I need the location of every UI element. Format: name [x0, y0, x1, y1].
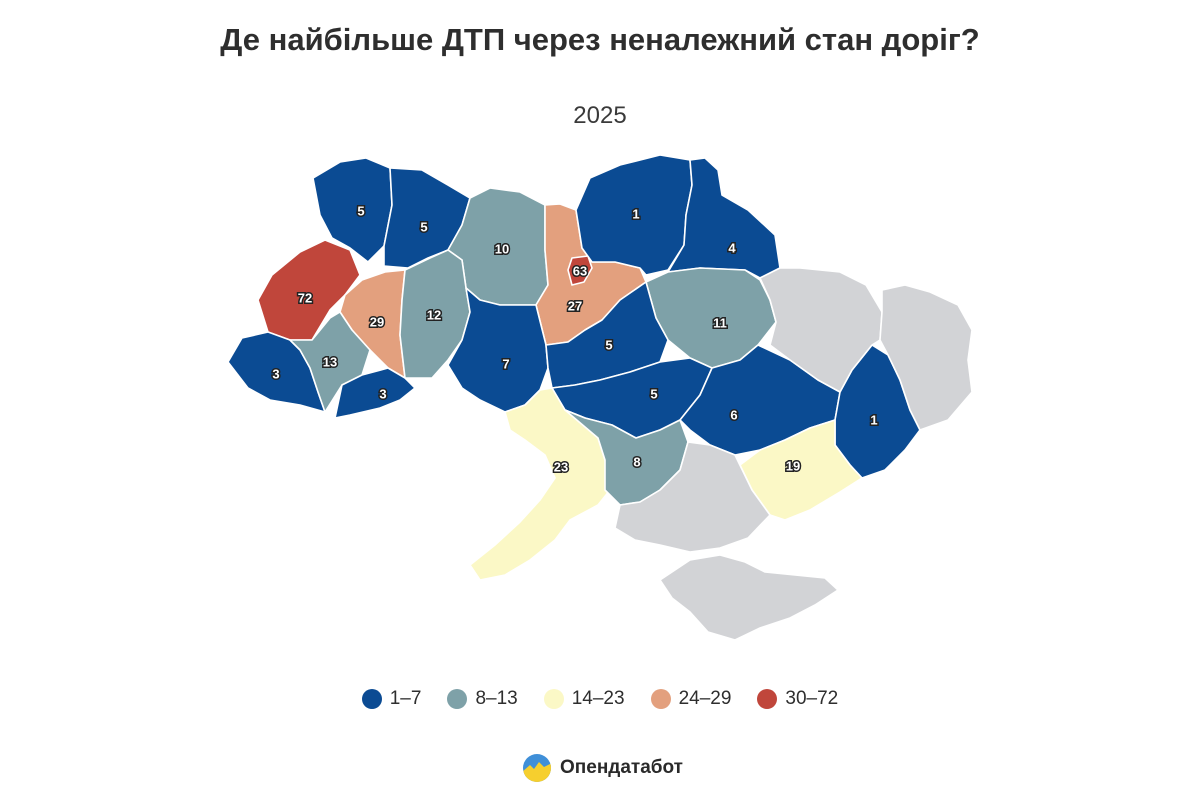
legend-swatch [543, 689, 564, 709]
page-subtitle: 2025 [573, 102, 627, 129]
region-value-label: 7 [502, 357, 509, 372]
legend-swatch [361, 689, 382, 709]
region-value-label: 27 [568, 299, 582, 314]
legend-item: 30–72 [757, 688, 838, 710]
brand-name: Опендатабот [560, 757, 683, 778]
region-value-label: 72 [298, 291, 312, 306]
legend-swatch [757, 689, 778, 709]
region-value-label: 12 [427, 308, 441, 323]
region-value-label: 5 [420, 220, 427, 235]
region-value-label: 8 [633, 455, 640, 470]
region-value-label: 13 [323, 355, 337, 370]
region-kherson[interactable] [614, 441, 771, 553]
region-value-label: 3 [379, 387, 386, 402]
opendatabot-logo-icon [523, 754, 551, 782]
legend-item: 24–29 [650, 688, 732, 710]
region-value-label: 23 [554, 460, 568, 475]
legend-label: 30–72 [785, 688, 839, 709]
region-value-label: 5 [605, 338, 612, 353]
region-odesa[interactable] [469, 387, 611, 581]
region-value-label: 29 [370, 315, 384, 330]
legend-swatch [650, 689, 671, 709]
legend-item: 8–13 [447, 688, 518, 710]
region-value-label: 4 [728, 241, 736, 256]
legend: 1–7 8–13 14–23 24–29 30–72 [0, 688, 1200, 710]
region-value-label: 1 [870, 413, 877, 428]
region-value-label: 11 [713, 316, 727, 331]
legend-item: 1–7 [361, 688, 422, 710]
region-value-label: 1 [632, 207, 639, 222]
legend-label: 8–13 [475, 688, 518, 709]
region-value-label: 63 [573, 264, 587, 279]
legend-item: 14–23 [543, 688, 625, 710]
region-poltava[interactable] [645, 267, 777, 369]
region-value-label: 6 [730, 408, 737, 423]
region-luhansk[interactable] [879, 284, 973, 431]
page-title: Де найбільше ДТП через неналежний стан д… [220, 22, 980, 57]
region-value-label: 10 [495, 242, 509, 257]
legend-swatch [447, 689, 468, 709]
region-value-label: 19 [786, 459, 800, 474]
brand[interactable]: Опендатабот [522, 752, 683, 784]
legend-label: 24–29 [678, 688, 732, 709]
legend-label: 14–23 [571, 688, 625, 709]
legend-label: 1–7 [389, 688, 422, 709]
region-value-label: 5 [650, 387, 657, 402]
region-kharkiv[interactable] [759, 267, 883, 393]
region-value-label: 3 [272, 367, 279, 382]
region-value-label: 5 [357, 204, 364, 219]
region-crimea[interactable] [659, 554, 839, 641]
region-chernivtsi[interactable] [334, 367, 416, 419]
